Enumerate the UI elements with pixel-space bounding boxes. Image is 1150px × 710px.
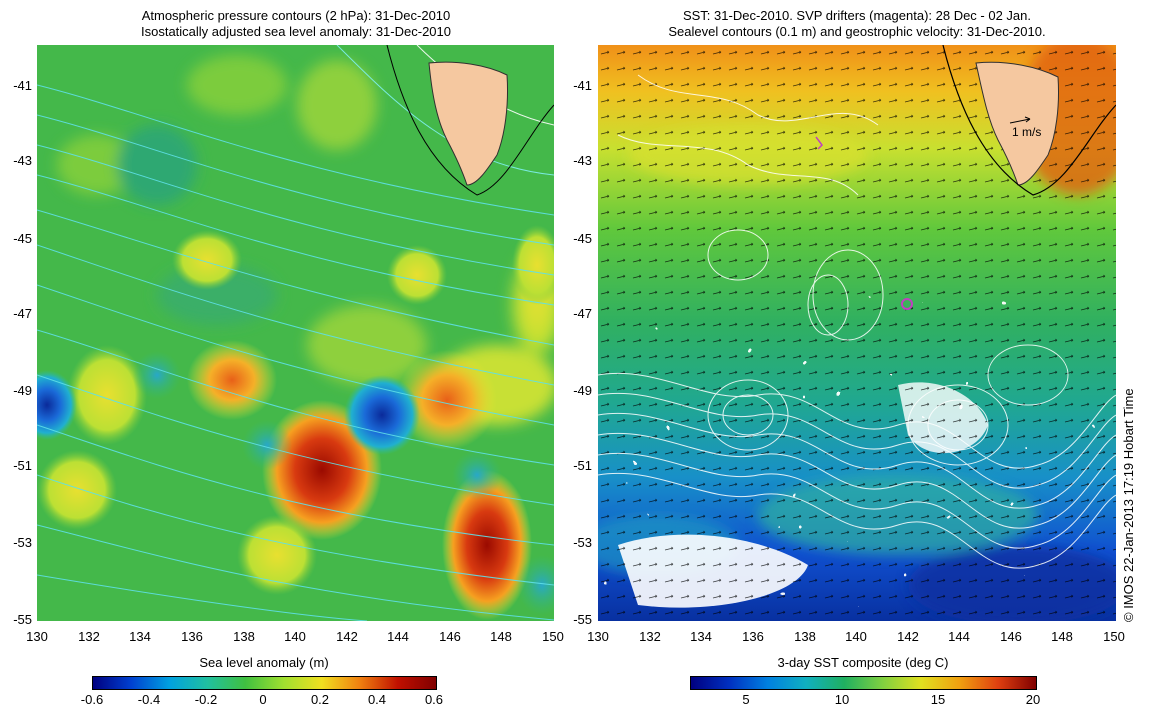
sst-cbar-tick: 15	[930, 692, 946, 707]
left-ytick: -41	[13, 78, 32, 93]
left-ytick: -55	[13, 612, 32, 627]
right-xtick: 134	[690, 629, 712, 644]
sla-cbar-tick: 0.2	[310, 692, 330, 707]
drifter-track	[815, 136, 823, 150]
credit-text: © IMOS 22-Jan-2013 17:19 Hobart Time	[1121, 388, 1136, 622]
left-title-line2: Isostatically adjusted sea level anomaly…	[140, 24, 451, 39]
right-xtick: 138	[794, 629, 816, 644]
sst-colorbar	[690, 676, 1037, 690]
sealevel-contours	[598, 74, 1116, 569]
velocity-scale-label: 1 m/s	[1012, 125, 1042, 139]
left-xtick: 130	[26, 629, 48, 644]
right-ytick: -49	[573, 383, 592, 398]
right-xtick: 130	[587, 629, 609, 644]
drifter-marker[interactable]	[901, 298, 913, 310]
right-xtick: 148	[1051, 629, 1073, 644]
right-ytick: -55	[573, 612, 592, 627]
right-xtick: 142	[897, 629, 919, 644]
right-xtick: 140	[845, 629, 867, 644]
sst-cbar-tick: 5	[742, 692, 750, 707]
left-xtick: 146	[439, 629, 461, 644]
right-ytick: -43	[573, 153, 592, 168]
sst-cbar-tick: 10	[834, 692, 850, 707]
left-xtick: 142	[336, 629, 358, 644]
left-xtick: 140	[284, 629, 306, 644]
right-xtick: 150	[1103, 629, 1125, 644]
tasmania-land	[975, 61, 1059, 186]
sst-map-canvas	[598, 45, 1116, 621]
left-xtick: 138	[233, 629, 255, 644]
right-xtick: 136	[742, 629, 764, 644]
right-title-line2: Sealevel contours (0.1 m) and geostrophi…	[668, 24, 1046, 39]
left-ytick: -51	[13, 458, 32, 473]
right-xtick: 132	[639, 629, 661, 644]
left-title: Atmospheric pressure contours (2 hPa): 3…	[38, 8, 554, 40]
sla-cbar-tick: -0.4	[137, 692, 161, 707]
sla-cbar-tick: 0.6	[424, 692, 444, 707]
right-ytick: -41	[573, 78, 592, 93]
sla-map[interactable]	[37, 45, 554, 621]
left-ytick: -45	[13, 231, 32, 246]
right-ytick: -45	[573, 231, 592, 246]
left-xtick: 136	[181, 629, 203, 644]
right-xtick: 146	[1000, 629, 1022, 644]
left-xtick: 148	[490, 629, 512, 644]
left-title-line1: Atmospheric pressure contours (2 hPa): 3…	[141, 8, 451, 23]
sla-colorbar-label: Sea level anomaly (m)	[199, 655, 329, 670]
right-title-line1: SST: 31-Dec-2010. SVP drifters (magenta)…	[682, 8, 1032, 23]
left-xtick: 150	[542, 629, 564, 644]
right-ytick: -47	[573, 306, 592, 321]
sla-cbar-tick: -0.2	[194, 692, 218, 707]
right-xtick: 144	[948, 629, 970, 644]
right-ytick: -53	[573, 535, 592, 550]
left-ytick: -47	[13, 306, 32, 321]
sst-colorbar-label: 3-day SST composite (deg C)	[777, 655, 949, 670]
tasmania-land	[428, 61, 508, 186]
right-ytick: -51	[573, 458, 592, 473]
velocity-scale-arrow	[1009, 118, 1031, 124]
left-xtick: 134	[129, 629, 151, 644]
right-title: SST: 31-Dec-2010. SVP drifters (magenta)…	[598, 8, 1116, 40]
left-xtick: 132	[78, 629, 100, 644]
sla-map-canvas	[37, 45, 554, 621]
pressure-contours	[37, 45, 554, 621]
sst-map[interactable]	[598, 45, 1116, 621]
left-ytick: -53	[13, 535, 32, 550]
sla-cbar-tick: 0	[259, 692, 267, 707]
left-ytick: -43	[13, 153, 32, 168]
sla-colorbar	[92, 676, 437, 690]
sst-cbar-tick: 20	[1025, 692, 1041, 707]
left-ytick: -49	[13, 383, 32, 398]
sla-cbar-tick: 0.4	[367, 692, 387, 707]
sla-cbar-tick: -0.6	[80, 692, 104, 707]
left-xtick: 144	[387, 629, 409, 644]
